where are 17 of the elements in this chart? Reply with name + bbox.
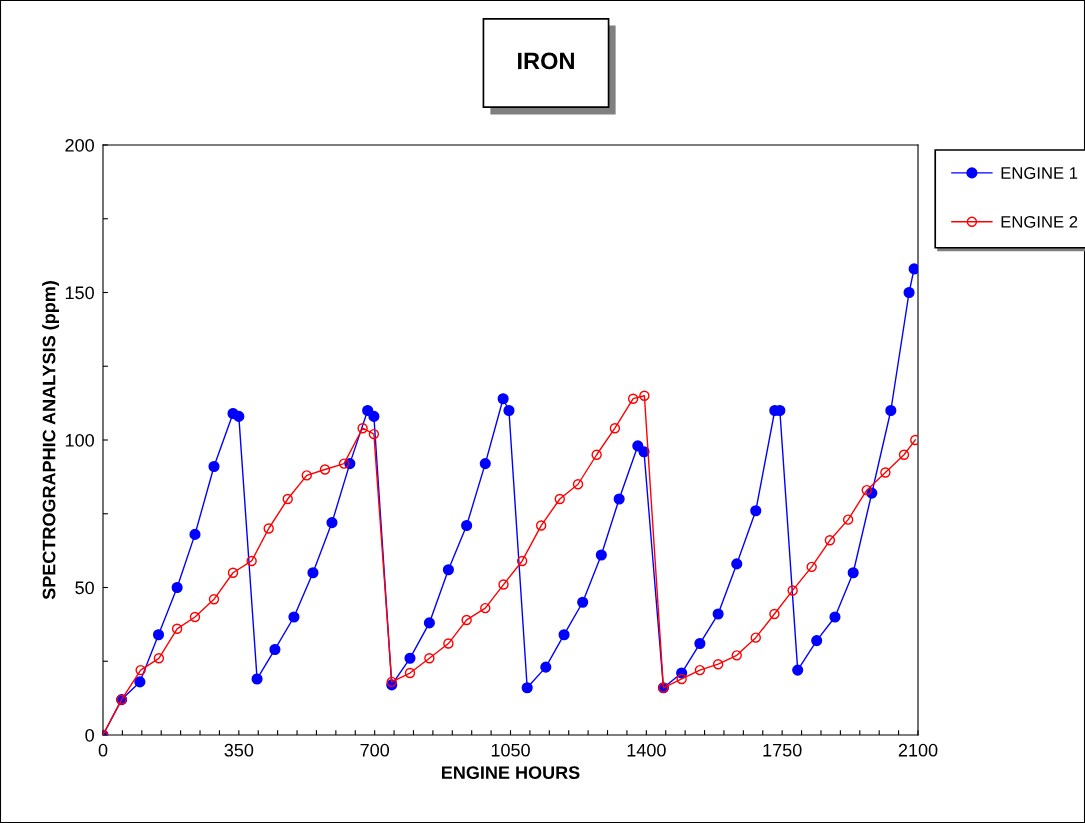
y-tick-label: 150	[65, 286, 94, 300]
x-axis-title: ENGINE HOURS	[441, 766, 580, 779]
chart-title: IRON	[518, 52, 574, 70]
x-tick-label: 1750	[763, 743, 802, 757]
x-tick-label: 1050	[491, 743, 530, 757]
x-tick-label: 700	[360, 743, 390, 757]
legend-label: ENGINE 1	[1001, 167, 1078, 179]
x-tick-label: 2100	[898, 743, 938, 757]
x-tick-label: 1400	[627, 743, 666, 757]
x-tick-label: 0	[98, 743, 108, 757]
y-tick-label: 100	[65, 433, 94, 447]
y-axis-title: SPECTROGRAPHIC ANALYSIS (ppm)	[42, 281, 59, 600]
y-tick-label: 50	[75, 581, 94, 595]
y-tick-label: 200	[65, 138, 94, 152]
legend-label: ENGINE 2	[1001, 215, 1078, 228]
y-tick-label: 0	[85, 728, 94, 742]
x-tick-label: 350	[224, 743, 254, 757]
